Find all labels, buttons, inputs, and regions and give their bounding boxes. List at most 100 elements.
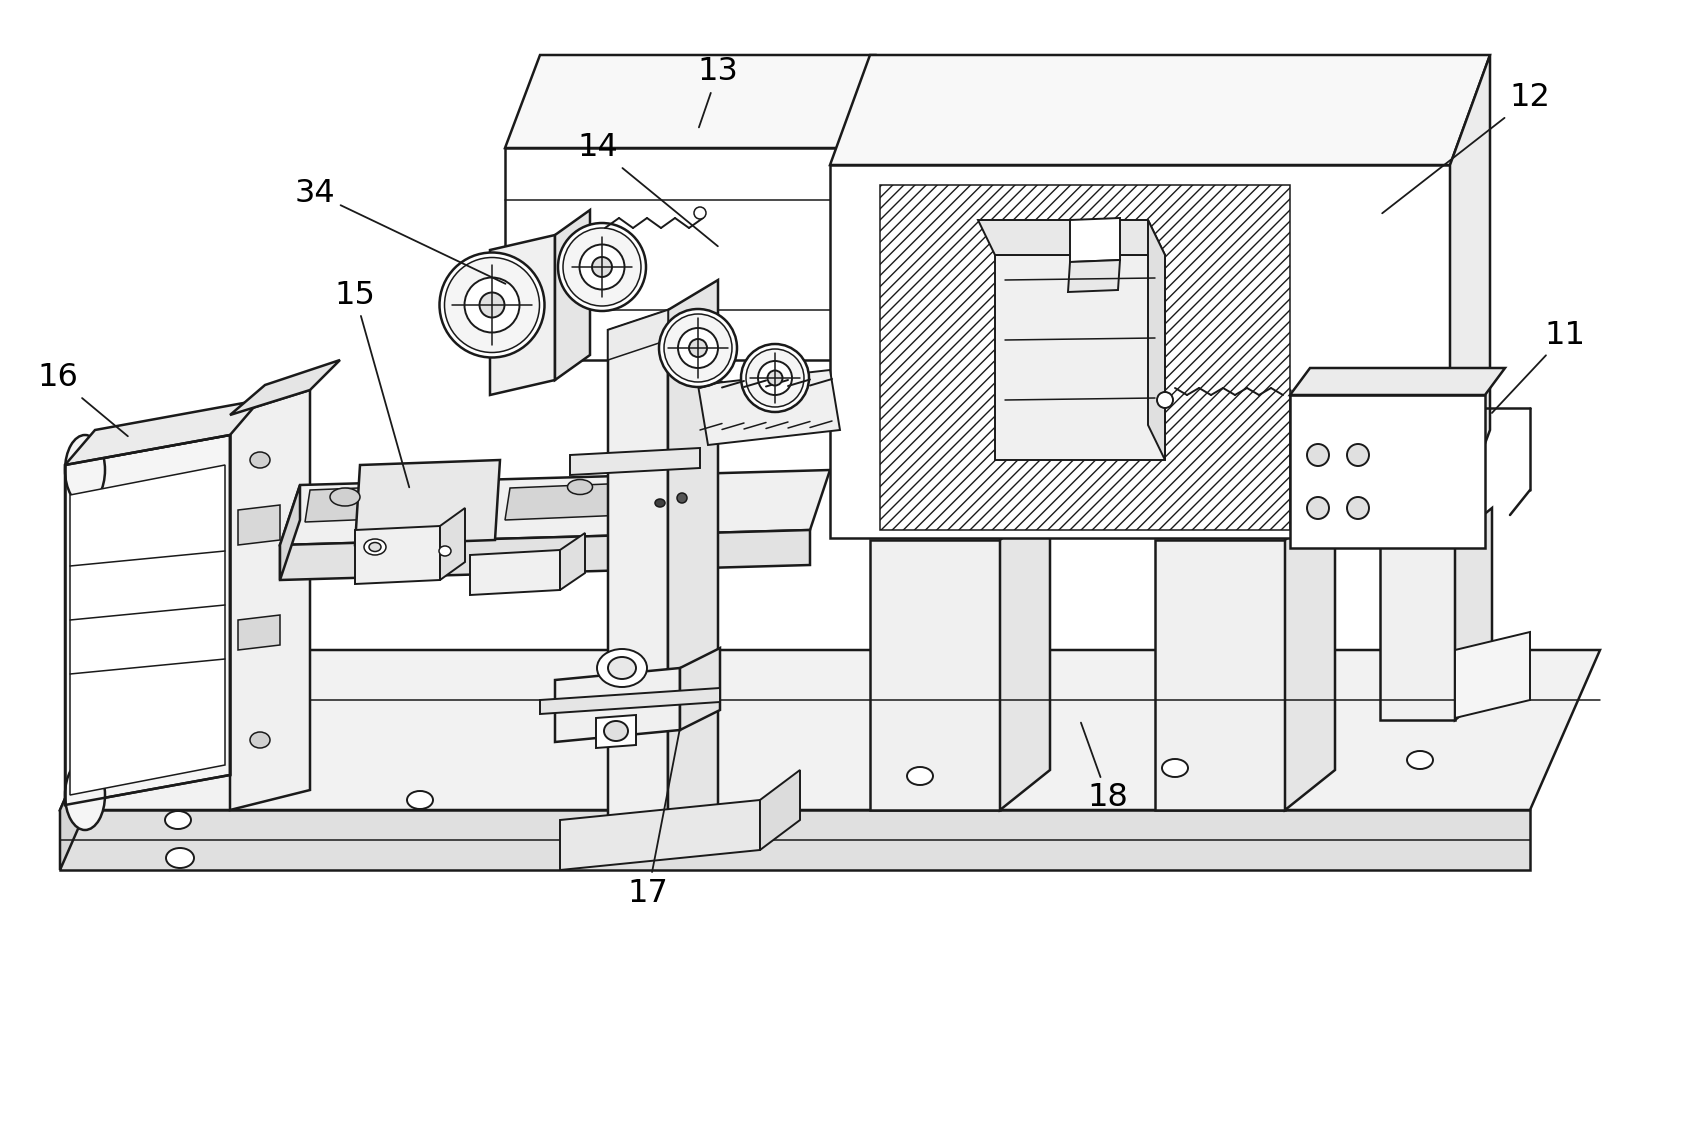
Polygon shape — [831, 165, 1450, 538]
Polygon shape — [281, 485, 300, 580]
Polygon shape — [230, 360, 340, 415]
Polygon shape — [1149, 220, 1164, 460]
Text: 12: 12 — [1382, 82, 1551, 213]
Polygon shape — [831, 55, 1489, 165]
Polygon shape — [505, 55, 875, 148]
Polygon shape — [1290, 395, 1486, 548]
Ellipse shape — [439, 253, 545, 358]
Polygon shape — [761, 770, 800, 850]
Polygon shape — [667, 280, 718, 839]
Ellipse shape — [694, 207, 706, 219]
Polygon shape — [238, 505, 281, 544]
Ellipse shape — [165, 811, 191, 829]
Polygon shape — [60, 650, 1600, 810]
Polygon shape — [841, 55, 875, 360]
Polygon shape — [608, 310, 667, 860]
Polygon shape — [1290, 368, 1505, 395]
Polygon shape — [596, 715, 637, 748]
Ellipse shape — [563, 228, 642, 306]
Polygon shape — [238, 615, 281, 650]
Polygon shape — [356, 526, 441, 584]
Polygon shape — [60, 650, 129, 870]
Text: 17: 17 — [628, 731, 679, 909]
Ellipse shape — [1162, 759, 1188, 777]
Polygon shape — [979, 220, 1164, 255]
Ellipse shape — [597, 649, 647, 687]
Ellipse shape — [579, 245, 625, 289]
Polygon shape — [880, 185, 1290, 530]
Ellipse shape — [1408, 751, 1433, 769]
Polygon shape — [698, 370, 841, 445]
Polygon shape — [281, 470, 831, 544]
Ellipse shape — [604, 721, 628, 741]
Ellipse shape — [167, 849, 194, 868]
Ellipse shape — [592, 257, 613, 277]
Polygon shape — [1450, 55, 1489, 538]
Ellipse shape — [689, 339, 706, 357]
Polygon shape — [1156, 540, 1285, 810]
Polygon shape — [230, 390, 310, 810]
Polygon shape — [490, 235, 555, 395]
Polygon shape — [540, 688, 720, 714]
Polygon shape — [681, 648, 720, 730]
Ellipse shape — [677, 493, 688, 503]
Ellipse shape — [659, 309, 737, 387]
Ellipse shape — [1307, 497, 1329, 519]
Ellipse shape — [558, 223, 647, 311]
Ellipse shape — [65, 760, 106, 830]
Text: 18: 18 — [1081, 722, 1128, 813]
Ellipse shape — [65, 435, 106, 505]
Polygon shape — [470, 550, 560, 595]
Ellipse shape — [745, 349, 803, 407]
Ellipse shape — [1157, 392, 1173, 408]
Ellipse shape — [364, 539, 386, 555]
Ellipse shape — [407, 790, 432, 809]
Ellipse shape — [1346, 444, 1368, 466]
Polygon shape — [996, 255, 1164, 460]
Ellipse shape — [567, 480, 592, 494]
Polygon shape — [70, 465, 225, 795]
Polygon shape — [65, 435, 230, 805]
Ellipse shape — [1307, 444, 1329, 466]
Polygon shape — [560, 533, 585, 590]
Ellipse shape — [608, 657, 637, 679]
Ellipse shape — [369, 542, 381, 551]
Polygon shape — [505, 481, 681, 521]
Polygon shape — [305, 483, 480, 522]
Polygon shape — [356, 460, 500, 544]
Polygon shape — [1001, 500, 1050, 810]
Ellipse shape — [1346, 497, 1368, 519]
Polygon shape — [555, 210, 591, 380]
Text: 11: 11 — [1493, 320, 1586, 413]
Ellipse shape — [480, 293, 504, 318]
Polygon shape — [65, 400, 260, 465]
Polygon shape — [608, 310, 667, 360]
Polygon shape — [60, 810, 1530, 870]
Ellipse shape — [250, 732, 271, 748]
Ellipse shape — [439, 546, 451, 556]
Text: 14: 14 — [577, 132, 718, 246]
Text: 15: 15 — [335, 279, 408, 487]
Ellipse shape — [655, 499, 665, 507]
Ellipse shape — [664, 314, 732, 382]
Polygon shape — [505, 148, 841, 360]
Polygon shape — [1071, 218, 1120, 262]
Ellipse shape — [740, 344, 808, 412]
Ellipse shape — [465, 278, 519, 333]
Ellipse shape — [907, 767, 933, 785]
Polygon shape — [570, 448, 700, 475]
Polygon shape — [1455, 508, 1493, 720]
Polygon shape — [555, 667, 681, 741]
Ellipse shape — [768, 370, 783, 385]
Text: 13: 13 — [698, 57, 739, 128]
Polygon shape — [1380, 538, 1455, 720]
Polygon shape — [1455, 632, 1530, 718]
Polygon shape — [441, 508, 465, 580]
Polygon shape — [1285, 500, 1334, 810]
Text: 16: 16 — [37, 362, 128, 436]
Text: 34: 34 — [294, 178, 505, 284]
Polygon shape — [870, 540, 1001, 810]
Polygon shape — [281, 530, 810, 580]
Polygon shape — [560, 800, 761, 870]
Ellipse shape — [757, 361, 791, 395]
